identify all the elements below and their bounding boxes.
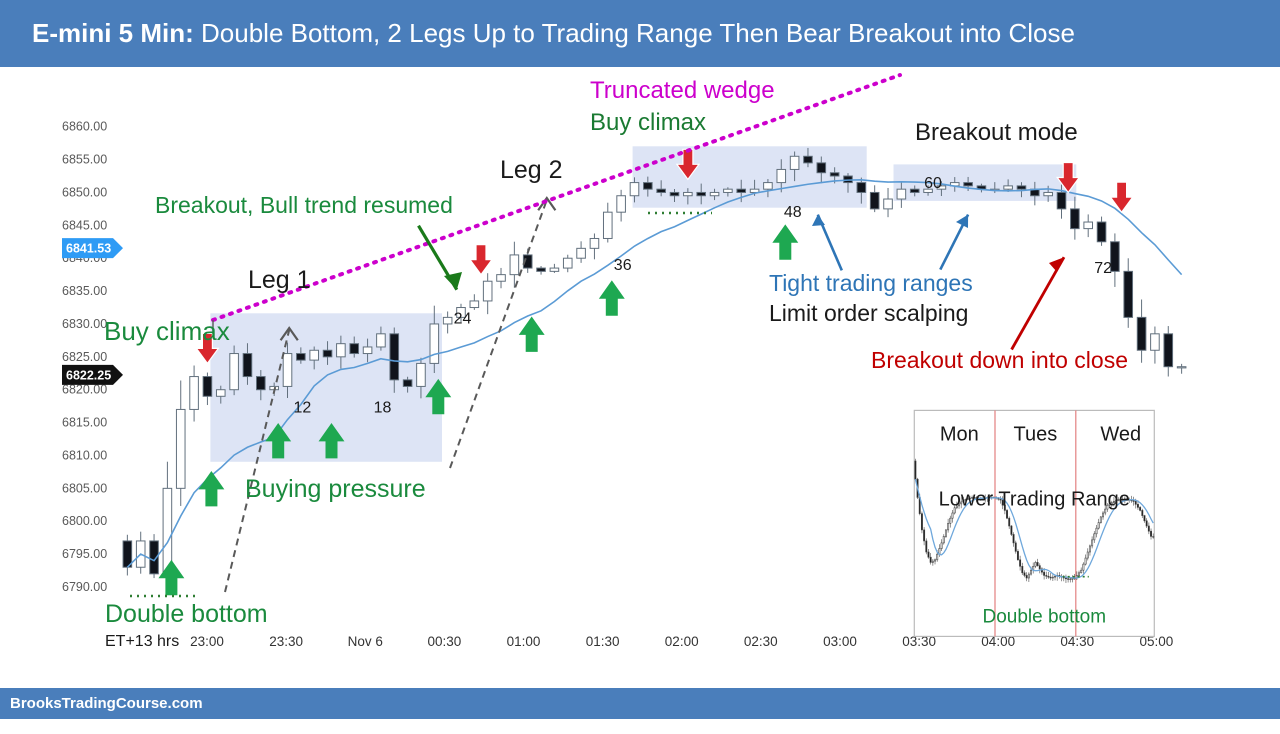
svg-text:Double bottom: Double bottom: [983, 606, 1107, 627]
svg-text:18: 18: [374, 400, 392, 417]
svg-text:72: 72: [1094, 260, 1112, 277]
svg-text:Buy climax: Buy climax: [590, 109, 706, 136]
svg-text:Tight trading ranges: Tight trading ranges: [769, 270, 973, 296]
svg-text:6841.53: 6841.53: [66, 242, 111, 256]
svg-text:6855.00: 6855.00: [62, 153, 107, 167]
svg-text:60: 60: [924, 175, 942, 192]
svg-text:Breakout down into close: Breakout down into close: [871, 347, 1128, 373]
svg-text:Limit order scalping: Limit order scalping: [769, 300, 968, 326]
svg-text:6825.00: 6825.00: [62, 350, 107, 364]
svg-text:Nov 6: Nov 6: [348, 634, 383, 649]
svg-text:Mon: Mon: [940, 423, 979, 445]
svg-text:6860.00: 6860.00: [62, 120, 107, 134]
svg-text:03:00: 03:00: [823, 634, 857, 649]
svg-text:23:00: 23:00: [190, 634, 224, 649]
svg-text:36: 36: [614, 257, 632, 274]
svg-text:01:00: 01:00: [507, 634, 541, 649]
svg-text:23:30: 23:30: [269, 634, 303, 649]
svg-text:Tues: Tues: [1014, 423, 1058, 445]
svg-text:6800.00: 6800.00: [62, 514, 107, 528]
svg-text:Leg 1: Leg 1: [248, 266, 311, 294]
svg-text:02:00: 02:00: [665, 634, 699, 649]
svg-text:6830.00: 6830.00: [62, 317, 107, 331]
svg-text:Wed: Wed: [1100, 423, 1141, 445]
svg-text:6850.00: 6850.00: [62, 186, 107, 200]
svg-text:12: 12: [294, 400, 312, 417]
svg-text:02:30: 02:30: [744, 634, 778, 649]
svg-text:ET+13 hrs: ET+13 hrs: [105, 633, 179, 650]
svg-text:6815.00: 6815.00: [62, 416, 107, 430]
svg-text:6805.00: 6805.00: [62, 481, 107, 495]
svg-text:00:30: 00:30: [428, 634, 462, 649]
svg-text:Breakout mode: Breakout mode: [915, 119, 1078, 146]
svg-text:Truncated wedge: Truncated wedge: [590, 77, 775, 104]
svg-text:Double bottom: Double bottom: [105, 600, 268, 628]
svg-text:6835.00: 6835.00: [62, 284, 107, 298]
svg-text:6795.00: 6795.00: [62, 547, 107, 561]
svg-text:6790.00: 6790.00: [62, 580, 107, 594]
svg-text:01:30: 01:30: [586, 634, 620, 649]
svg-text:Breakout, Bull trend resumed: Breakout, Bull trend resumed: [155, 192, 453, 218]
svg-text:6822.25: 6822.25: [66, 368, 111, 382]
svg-text:24: 24: [454, 311, 472, 328]
svg-text:48: 48: [784, 204, 802, 221]
svg-text:Leg 2: Leg 2: [500, 156, 563, 184]
svg-text:6810.00: 6810.00: [62, 449, 107, 463]
svg-text:Buy climax: Buy climax: [104, 316, 230, 346]
svg-text:6845.00: 6845.00: [62, 218, 107, 232]
svg-text:Buying pressure: Buying pressure: [245, 475, 426, 503]
svg-text:Lower Trading Range: Lower Trading Range: [939, 488, 1130, 510]
